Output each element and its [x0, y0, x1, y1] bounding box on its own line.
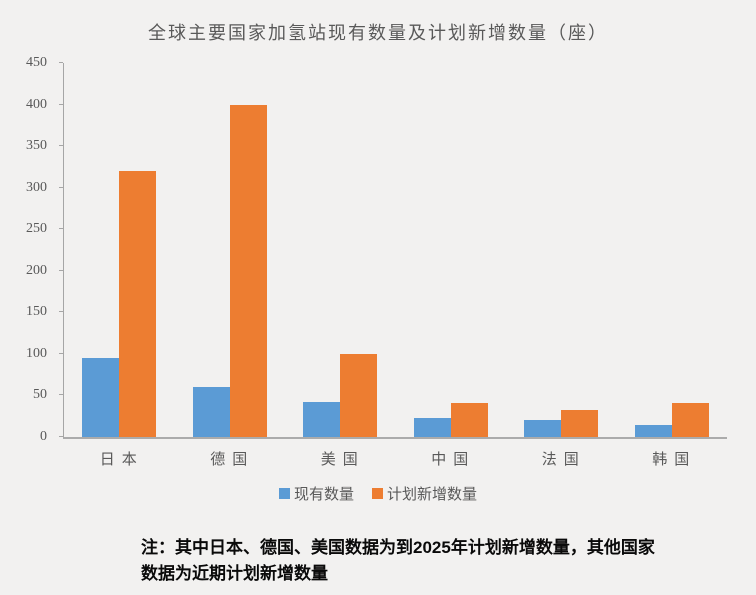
x-axis-labels: 日本 德国 美国 中国 法国 韩国: [63, 448, 726, 469]
y-tick-mark: [59, 145, 63, 147]
y-axis-label: 0: [40, 429, 47, 444]
y-tick-mark: [59, 394, 63, 396]
y-axis-labels: 0 50 100 150 200 250 300 350 400 450: [0, 55, 53, 444]
footnote: 注：其中日本、德国、美国数据为到2025年计划新增数量，其他国家 数据为近期计划…: [141, 535, 671, 587]
footnote-line-2: 数据为近期计划新增数量: [141, 564, 328, 583]
x-axis-label: 中国: [431, 452, 476, 468]
legend-item: 现有数量: [278, 483, 354, 504]
x-axis-label: 法国: [541, 452, 586, 468]
bar-group: [396, 63, 507, 437]
x-axis-label: 韩国: [652, 452, 697, 468]
y-axis-label: 300: [26, 179, 47, 195]
legend-label: 计划新增数量: [387, 487, 478, 503]
bar-planned: [671, 402, 709, 437]
bar-groups: [64, 63, 727, 437]
y-tick-mark: [59, 352, 63, 354]
y-axis-label: 150: [26, 304, 47, 320]
legend-item: 计划新增数量: [372, 483, 477, 504]
bar-existing: [524, 420, 562, 437]
legend-swatch-icon: [278, 488, 290, 499]
y-tick-mark: [59, 311, 63, 313]
y-tick-mark: [59, 103, 63, 105]
y-axis-label: 350: [26, 138, 47, 154]
y-axis-label: 400: [26, 96, 47, 112]
footnote-line-1: 注：其中日本、德国、美国数据为到2025年计划新增数量，其他国家: [141, 538, 655, 557]
bar-planned: [561, 410, 599, 437]
bar-planned: [229, 104, 267, 437]
y-tick-mark: [59, 228, 63, 230]
y-tick-mark: [59, 269, 63, 271]
x-axis-label: 日本: [99, 452, 144, 468]
legend-label: 现有数量: [293, 487, 354, 503]
y-tick-mark: [59, 436, 63, 437]
bar-group: [64, 63, 175, 437]
bar-group: [175, 63, 286, 437]
bar-group: [617, 63, 728, 437]
y-tick-mark: [59, 186, 63, 188]
y-axis-label: 100: [26, 345, 47, 361]
bar-planned: [450, 402, 488, 437]
bar-existing: [413, 417, 451, 437]
y-axis-label: 450: [26, 55, 47, 70]
bar-planned: [119, 171, 157, 437]
y-axis-label: 200: [26, 262, 47, 278]
plot-area: [59, 62, 727, 439]
y-axis-label: 250: [26, 221, 47, 237]
bar-group: [506, 63, 617, 437]
bar-existing: [82, 358, 120, 437]
x-axis-label: 德国: [210, 452, 255, 468]
x-axis-label: 美国: [320, 452, 365, 468]
bar-existing: [192, 387, 230, 437]
bar-existing: [634, 425, 672, 437]
chart-title: 全球主要国家加氢站现有数量及计划新增数量（座）: [148, 23, 608, 43]
legend-swatch-icon: [372, 488, 383, 499]
bar-existing: [303, 402, 341, 437]
bar-group: [285, 63, 396, 437]
bar-planned: [340, 353, 378, 437]
y-tick-mark: [59, 62, 63, 63]
legend: 现有数量 计划新增数量: [0, 483, 756, 504]
y-axis-label: 50: [33, 387, 47, 403]
